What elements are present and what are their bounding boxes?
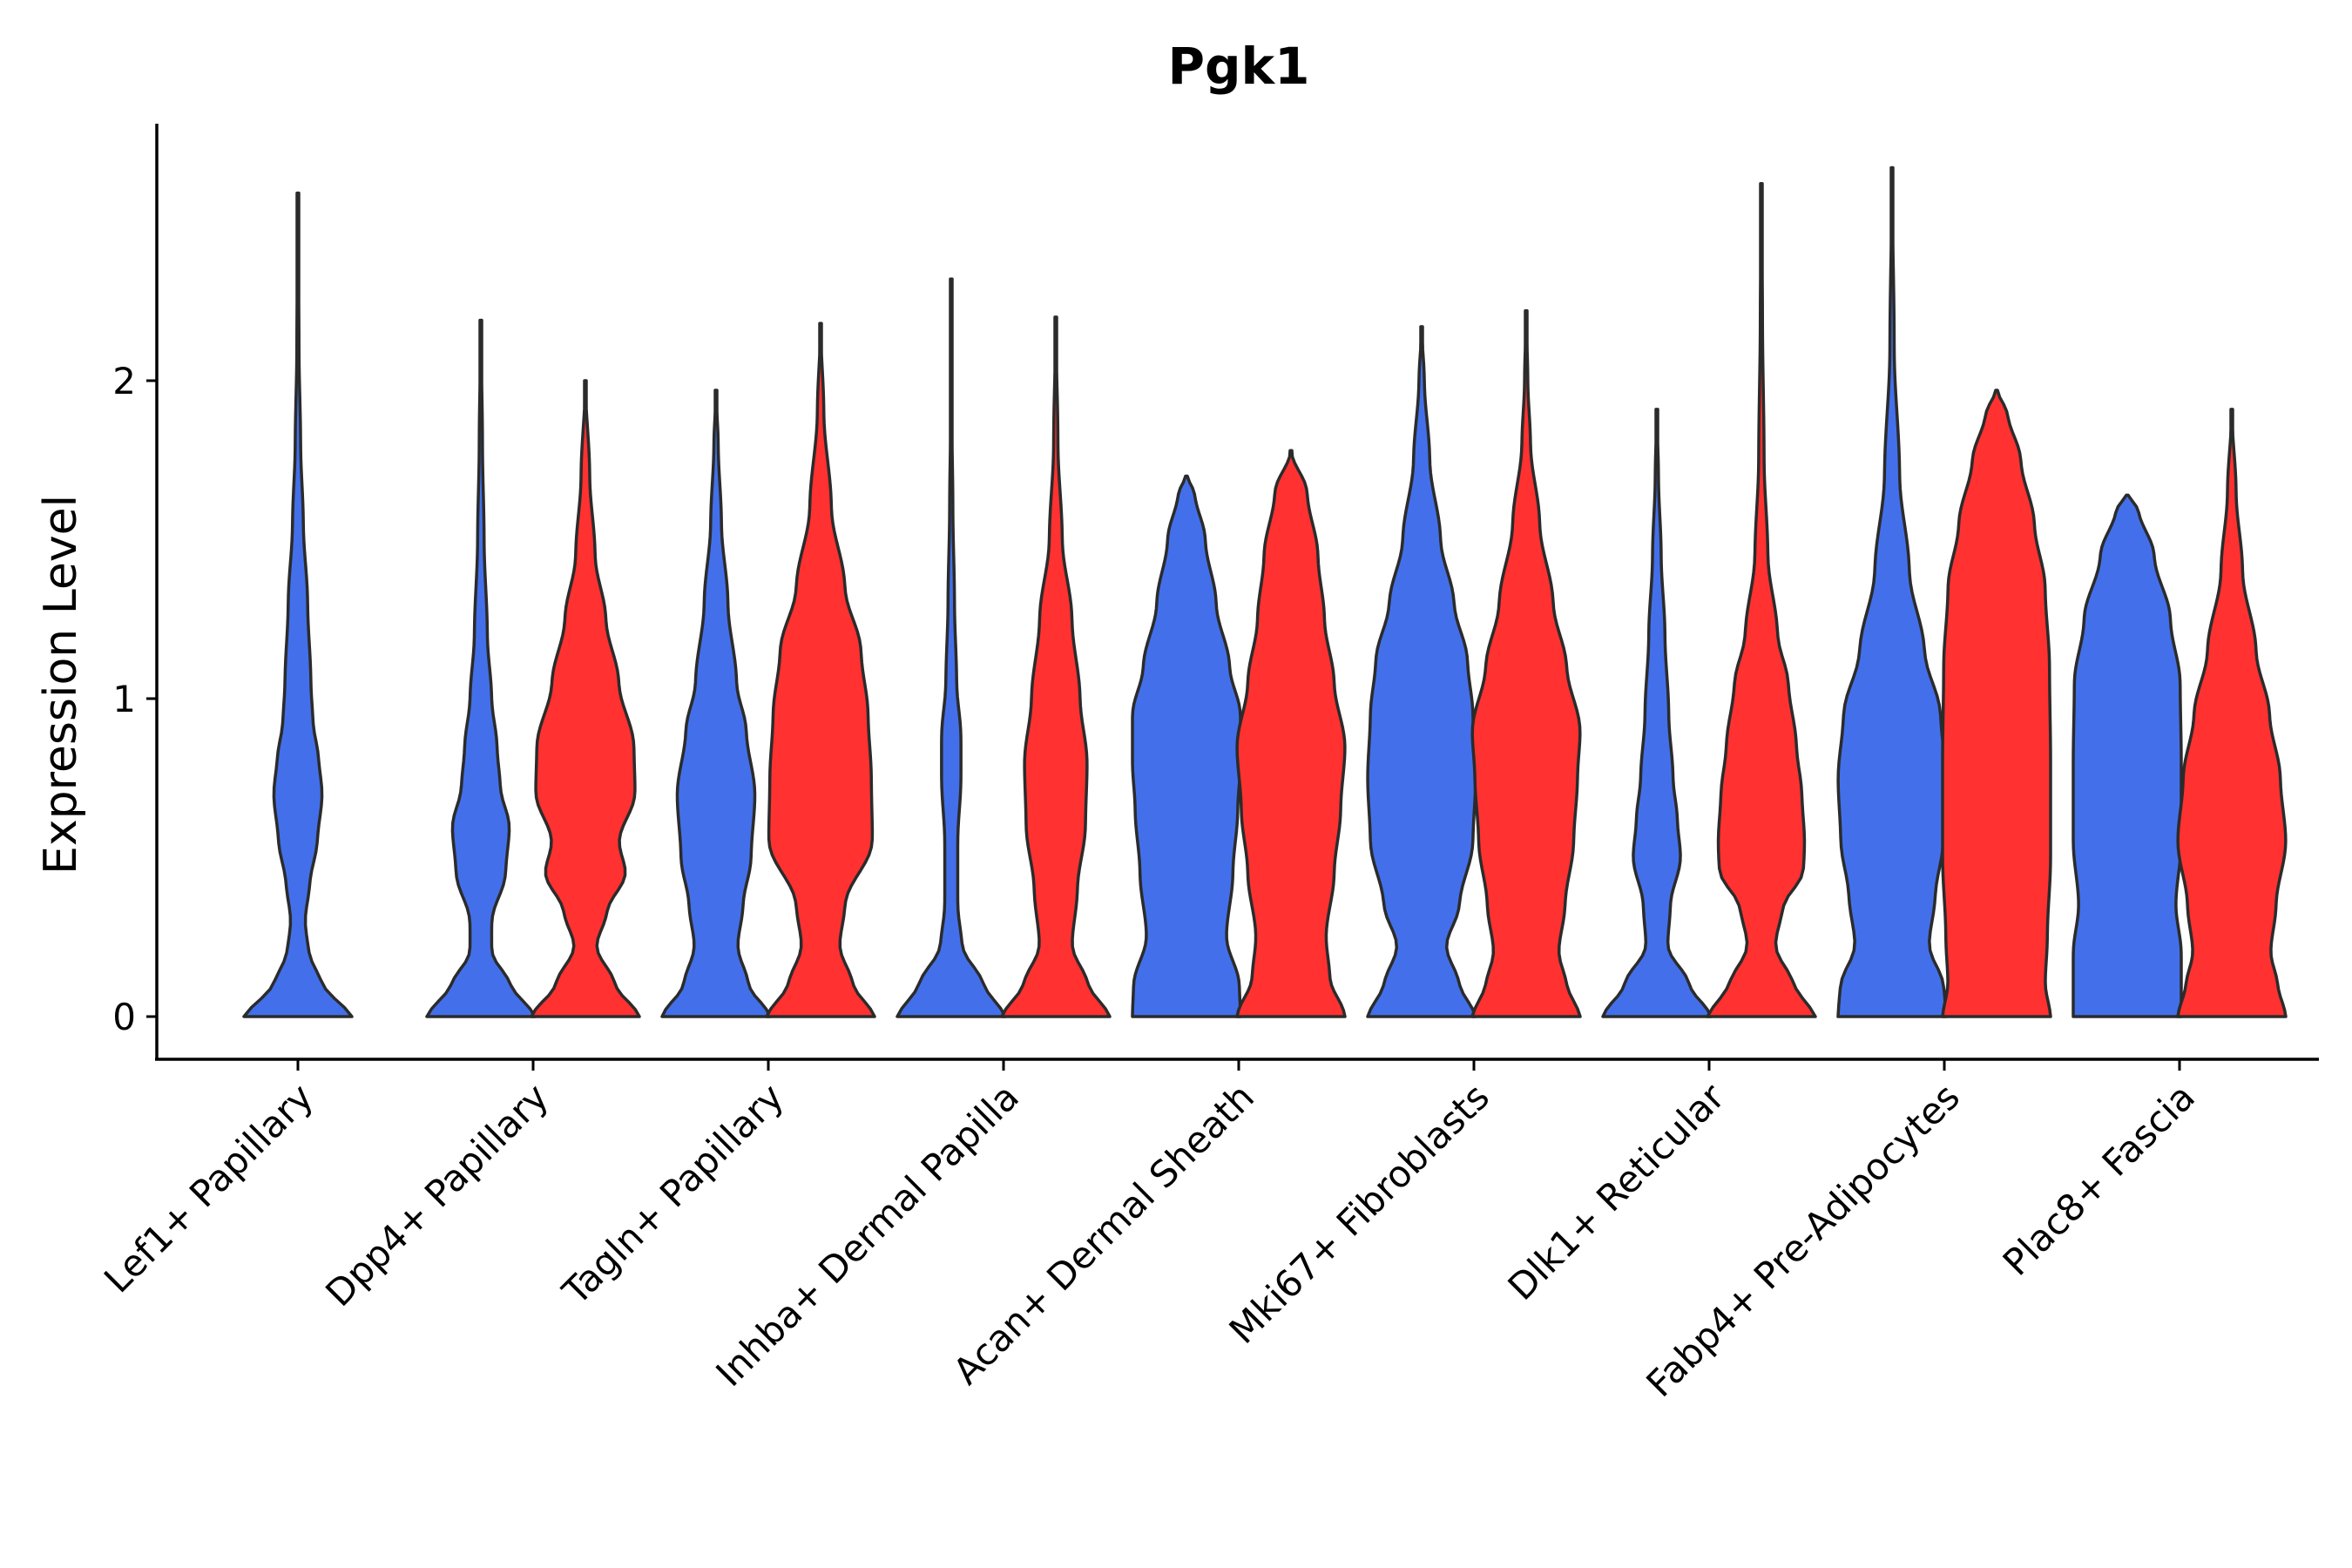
violin-group (242, 166, 2288, 1018)
violin-group-a-acan-dermal-sheath (1131, 474, 1242, 1018)
x-tick-label-plac8-fascia: Plac8+ Fascia (1995, 1075, 2203, 1283)
violin-group-a-plac8-fascia (2072, 493, 2183, 1018)
violin-group-b-dpp4-papillary (530, 379, 641, 1018)
violin-group-a-lef1-papillary (242, 191, 354, 1018)
violin-group-a-dlk1-reticular (1601, 408, 1713, 1018)
violin-group-a-fabp4-pre-adipocytes (1836, 166, 1948, 1018)
violin-group-b-acan-dermal-sheath (1235, 449, 1347, 1018)
y-tick-label: 1 (112, 678, 136, 720)
violin-group-b-plac8-fascia (2176, 408, 2288, 1018)
x-tick-label-dpp4-papillary: Dpp4+ Papillary (317, 1075, 557, 1315)
violin-group-a-tagln-papillary (660, 389, 772, 1018)
violin-group-b-inhba-dermal-papilla (1000, 315, 1112, 1018)
violin-group-a-inhba-dermal-papilla (896, 277, 1007, 1018)
y-axis-ticks: 0 1 2 (112, 360, 157, 1038)
violin-group-b-fabp4-pre-adipocytes (1941, 389, 2052, 1018)
x-tick-label-mki67-fibroblasts: Mki67+ Fibroblasts (1221, 1075, 1497, 1351)
x-tick-label-lef1-papillary: Lef1+ Papillary (96, 1075, 321, 1301)
chart-title: Pgk1 (1168, 37, 1310, 96)
violin-group-a-dpp4-papillary (425, 318, 537, 1018)
y-axis-label: Expression Level (35, 495, 87, 875)
y-tick-label: 0 (112, 996, 136, 1038)
violin-group-b-mki67-fibroblasts (1470, 308, 1582, 1018)
x-tick-label-dlk1-reticular: Dlk1+ Reticular (1500, 1075, 1734, 1308)
violin-group-b-tagln-papillary (765, 321, 876, 1018)
violin-group-a-mki67-fibroblasts (1366, 325, 1477, 1018)
violin-group-b-dlk1-reticular (1706, 181, 1817, 1018)
y-tick-label: 2 (112, 360, 136, 402)
x-tick-label-tagln-papillary: Tagln+ Papillary (554, 1075, 792, 1313)
